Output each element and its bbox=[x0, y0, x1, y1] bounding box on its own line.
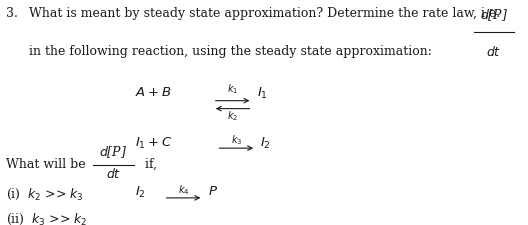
Text: (ii)  $k_3$ >> $k_2$: (ii) $k_3$ >> $k_2$ bbox=[6, 210, 88, 225]
Text: $I_1$: $I_1$ bbox=[257, 86, 268, 101]
Text: $d$[P]: $d$[P] bbox=[99, 144, 128, 160]
Text: in the following reaction, using the steady state approximation:: in the following reaction, using the ste… bbox=[29, 45, 432, 58]
Text: $I_1 + C$: $I_1 + C$ bbox=[135, 135, 172, 150]
Text: $k_2$: $k_2$ bbox=[227, 109, 238, 123]
Text: $I_2$: $I_2$ bbox=[135, 184, 145, 200]
Text: What is meant by steady state approximation? Determine the rate law, i.e.: What is meant by steady state approximat… bbox=[29, 7, 500, 20]
Text: $P$: $P$ bbox=[208, 184, 218, 198]
Text: $k_1$: $k_1$ bbox=[227, 82, 238, 96]
Text: $k_4$: $k_4$ bbox=[178, 182, 189, 196]
Text: (i)  $k_2$ >> $k_3$: (i) $k_2$ >> $k_3$ bbox=[6, 186, 84, 201]
Text: $dt$: $dt$ bbox=[486, 45, 501, 59]
Text: $k_3$: $k_3$ bbox=[231, 133, 242, 146]
Text: 3.: 3. bbox=[6, 7, 18, 20]
Text: What will be: What will be bbox=[6, 158, 86, 171]
Text: if,: if, bbox=[141, 158, 157, 171]
Text: $d$[P]: $d$[P] bbox=[479, 7, 508, 22]
Text: $I_2$: $I_2$ bbox=[260, 135, 271, 150]
Text: $dt$: $dt$ bbox=[106, 166, 121, 180]
Text: $A + B$: $A + B$ bbox=[135, 86, 171, 99]
